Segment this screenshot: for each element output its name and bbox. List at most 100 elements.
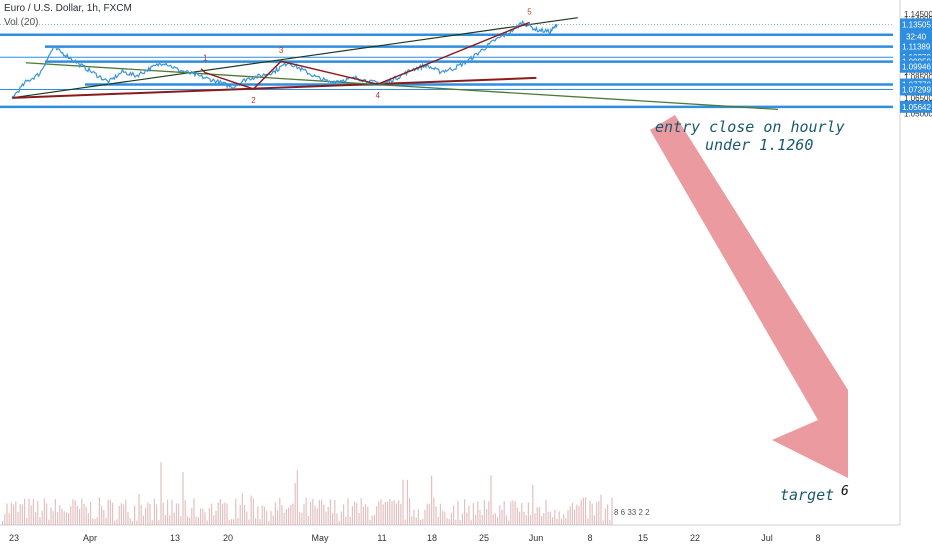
volume-bar	[79, 508, 81, 525]
volume-bar	[360, 498, 362, 525]
volume-bar	[417, 509, 419, 525]
volume-bar	[213, 515, 215, 525]
volume-bar	[332, 512, 334, 525]
time-axis-label: 8	[587, 533, 592, 543]
volume-bar	[270, 511, 272, 525]
volume-bar	[310, 501, 312, 525]
level-tag-text: 1.11389	[902, 43, 931, 52]
volume-bar	[147, 502, 149, 525]
volume-bar	[195, 516, 197, 525]
wave-label-1: 1	[203, 54, 208, 63]
volume-bar	[367, 506, 369, 525]
volume-bar	[230, 519, 232, 525]
volume-bar	[547, 511, 549, 525]
level-tag-text: 1.09946	[902, 63, 931, 72]
volume-bar	[369, 519, 371, 525]
volume-bar	[288, 507, 290, 525]
volume-bar	[395, 503, 397, 525]
volume-bar	[246, 511, 248, 525]
volume-bar	[294, 483, 296, 525]
volume-bar	[206, 520, 208, 525]
volume-bar	[244, 504, 246, 525]
volume-bar	[475, 515, 477, 525]
price-series-line	[11, 19, 558, 98]
volume-bar	[134, 505, 136, 525]
volume-bar	[59, 505, 61, 525]
chart-title: Euro / U.S. Dollar, 1h, FXCM	[4, 3, 132, 14]
volume-bar	[415, 517, 417, 525]
volume-bar	[200, 508, 202, 525]
lower-trendline	[11, 76, 537, 99]
volume-bar	[404, 519, 406, 525]
descending-trendline	[25, 62, 778, 111]
volume-bar	[470, 520, 472, 525]
time-axis-label: 23	[9, 533, 19, 543]
volume-bar	[70, 506, 72, 525]
volume-bar	[32, 499, 34, 525]
volume-bar	[303, 504, 305, 525]
volume-bar	[83, 504, 85, 525]
current-price-tag	[900, 18, 932, 43]
volume-bar	[387, 501, 389, 525]
volume-bar	[354, 501, 356, 525]
volume-bar	[191, 507, 193, 525]
volume-bar	[72, 499, 74, 525]
volume-bar	[486, 509, 488, 525]
volume-bar	[48, 519, 50, 525]
volume-bar	[439, 503, 441, 525]
price-axis-label: 1.06500	[904, 94, 932, 103]
volume-bar	[92, 518, 94, 525]
volume-bar	[598, 501, 600, 525]
volume-bar	[180, 516, 182, 525]
volume-bar	[442, 510, 444, 525]
volume-bar	[321, 500, 323, 525]
volume-bar	[224, 502, 226, 525]
volume-bar	[112, 502, 114, 525]
volume-bar	[479, 510, 481, 525]
volume-bar	[127, 512, 129, 525]
volume-bar	[409, 498, 411, 525]
volume-bar	[336, 513, 338, 525]
volume-bar	[290, 505, 292, 525]
entry-annotation-line1: entry close on hourly	[655, 118, 845, 136]
volume-bar	[380, 499, 382, 525]
volume-bar	[312, 499, 314, 525]
volume-bar	[239, 504, 241, 525]
volume-bar	[505, 515, 507, 525]
time-axis-label: Jun	[529, 533, 544, 543]
volume-bar	[160, 462, 162, 525]
volume-bar	[173, 512, 175, 525]
volume-bar	[103, 510, 105, 525]
volume-bar	[228, 520, 230, 525]
volume-bar	[279, 497, 281, 525]
volume-bar	[532, 485, 534, 525]
volume-bar	[285, 509, 287, 525]
volume-bar	[217, 502, 219, 525]
volume-bar	[453, 505, 455, 525]
volume-bar	[167, 499, 169, 525]
volume-bar	[334, 499, 336, 525]
volume-bar	[301, 512, 303, 525]
time-axis-label: 8	[815, 533, 820, 543]
volume-bar	[13, 504, 15, 525]
volume-bar	[186, 516, 188, 525]
target-annotation: target	[780, 486, 835, 504]
volume-bar	[391, 501, 393, 525]
volume-bar	[574, 509, 576, 525]
time-axis-label: 25	[479, 533, 489, 543]
volume-bar	[8, 513, 10, 525]
volume-bar	[6, 503, 8, 525]
volume-bars	[2, 462, 613, 525]
volume-bar	[543, 513, 545, 525]
volume-bar	[497, 517, 499, 525]
volume-indicator-label: Vol (20)	[4, 17, 39, 28]
volume-bar	[323, 504, 325, 525]
volume-bar	[457, 500, 459, 525]
volume-bar	[435, 506, 437, 525]
volume-bar	[222, 503, 224, 525]
time-axis-label: May	[311, 533, 329, 543]
volume-bar	[351, 506, 353, 525]
level-tag-bg	[900, 83, 932, 96]
